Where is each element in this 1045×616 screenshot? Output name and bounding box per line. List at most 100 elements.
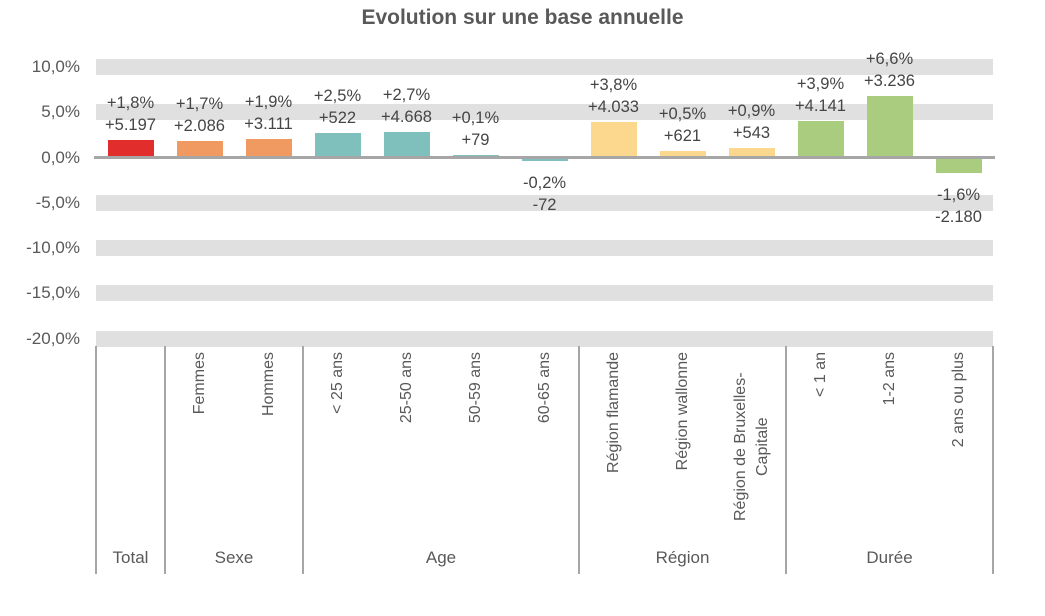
gridline-band [96, 330, 993, 347]
x-axis-line [94, 156, 995, 159]
group-label: Durée [866, 548, 913, 567]
category-label: Région de Bruxelles-Capitale [731, 372, 771, 522]
bar-abs-label: +5.197 [105, 116, 156, 134]
bar-value-label: +2,5% +522 [314, 85, 361, 129]
bar [935, 159, 982, 173]
bar-value-label: -0,2% -72 [523, 172, 566, 216]
y-axis-tick-label: -15,0% [26, 283, 80, 303]
category-label-cell: 25-50 ans [372, 352, 441, 548]
category-label: 50-59 ans [466, 352, 484, 424]
bar [728, 148, 775, 156]
y-axis-tick-label: -20,0% [26, 328, 80, 348]
category-label: 60-65 ans [535, 352, 553, 424]
bar-pct-label: +1,7% [175, 95, 224, 113]
category-label: Région flamande [604, 352, 622, 473]
bar-value-label: +0,9% +543 [728, 100, 775, 144]
bar-value-label: +1,9% +3.111 [244, 91, 292, 135]
bar-pct-label: +0,1% [451, 109, 500, 127]
bar-abs-label: +2.086 [174, 117, 225, 135]
bar-abs-label: +3.111 [244, 115, 293, 133]
bar-pct-label: -0,2% [522, 174, 567, 192]
bar-pct-label: -1,6% [936, 186, 981, 204]
category-label-cell: 1-2 ans [855, 352, 924, 548]
group-separator [992, 346, 994, 574]
gridline-band [96, 194, 993, 211]
bar-abs-label: +543 [732, 124, 771, 142]
bar [314, 133, 361, 156]
group-separator [164, 346, 166, 574]
y-axis-tick-label: 0,0% [41, 147, 80, 167]
bar-value-label: +3,8% +4.033 [588, 74, 639, 118]
bar-abs-label: +522 [318, 109, 357, 127]
bar-abs-label: +4.141 [795, 97, 846, 115]
category-label-cell: 60-65 ans [510, 352, 579, 548]
category-label: < 25 ans [328, 352, 346, 414]
y-axis-tick-label: -10,0% [26, 238, 80, 257]
bar-value-label: +6,6% +3.236 [864, 48, 915, 92]
bar-pct-label: +2,7% [382, 86, 431, 104]
gridline-band [96, 285, 993, 302]
bar [866, 96, 913, 156]
bar-value-label: +3,9% +4.141 [795, 73, 846, 117]
bar [107, 140, 154, 156]
gridline-band [96, 59, 993, 75]
bar-pct-label: +0,9% [727, 102, 776, 120]
category-label: Femmes [190, 352, 208, 415]
bar [797, 121, 844, 156]
category-label-cell: 2 ans ou plus [924, 352, 993, 548]
bar-abs-label: +4.033 [588, 98, 639, 116]
bar-value-label: -1,6% -2.180 [935, 184, 982, 228]
bar-abs-label: +79 [461, 131, 490, 149]
bar [521, 159, 568, 161]
bar [383, 132, 430, 156]
category-label: 25-50 ans [397, 352, 415, 424]
bar-pct-label: +3,8% [589, 76, 638, 94]
category-label-cell: < 25 ans [303, 352, 372, 548]
y-axis-tick-label: 5,0% [41, 102, 80, 122]
group-label: Région [655, 548, 710, 567]
category-label-cell: Région de Bruxelles-Capitale [717, 352, 786, 548]
bar [176, 141, 223, 156]
category-label-cell: Hommes [234, 352, 303, 548]
group-separator [785, 346, 787, 574]
bar [590, 122, 637, 156]
category-label: 1-2 ans [880, 352, 898, 406]
bar-pct-label: +3,9% [796, 75, 845, 93]
group-separator [95, 346, 97, 574]
bar-value-label: +0,1% +79 [452, 107, 499, 151]
category-label: Région wallonne [673, 352, 691, 471]
y-axis-tick-label: 10,0% [31, 57, 80, 76]
bar [659, 151, 706, 156]
bar-value-label: +1,8% +5.197 [105, 92, 156, 136]
bar-abs-label: +621 [663, 127, 702, 145]
category-label-cell: Région wallonne [648, 352, 717, 548]
category-label-cell: Région flamande [579, 352, 648, 548]
bar-value-label: +2,7% +4.668 [381, 84, 432, 128]
group-label: Sexe [214, 548, 254, 567]
bar-abs-label: +3.236 [864, 72, 915, 90]
bar-pct-label: +2,5% [313, 87, 362, 105]
bar-pct-label: +1,8% [106, 94, 155, 112]
group-separator [302, 346, 304, 574]
bar [245, 139, 292, 156]
bar-pct-label: +1,9% [244, 93, 293, 111]
category-label-cell: 50-59 ans [441, 352, 510, 548]
y-axis-tick-label: -5,0% [35, 192, 80, 212]
bar-abs-label: -72 [532, 196, 557, 214]
bar-value-label: +1,7% +2.086 [174, 93, 225, 137]
bar-abs-label: +4.668 [381, 108, 432, 126]
group-separator [578, 346, 580, 574]
bar [452, 155, 499, 156]
category-label-cell: Femmes [165, 352, 234, 548]
bar-pct-label: +6,6% [865, 50, 914, 68]
category-label-cell: < 1 an [786, 352, 855, 548]
category-label: < 1 an [811, 352, 829, 397]
category-label: Hommes [259, 352, 277, 417]
gridline-band [96, 104, 993, 121]
gridline-band [96, 240, 993, 256]
chart-title: Evolution sur une base annuelle [361, 6, 684, 29]
bar-abs-label: -2.180 [935, 208, 982, 226]
group-label: Age [425, 548, 457, 567]
bar-value-label: +0,5% +621 [659, 103, 706, 147]
